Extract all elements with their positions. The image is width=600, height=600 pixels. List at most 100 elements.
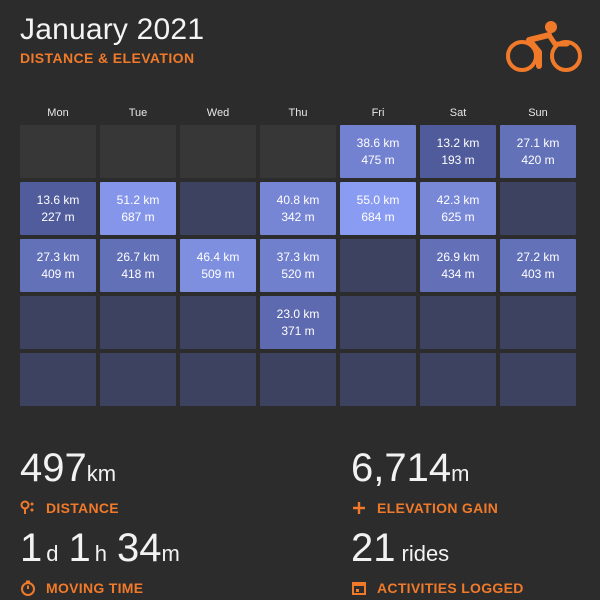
weekday-sun: Sun — [528, 107, 548, 119]
weekday-header: Mon Tue Wed Thu Fri Sat Sun — [20, 107, 580, 121]
elevation-stat: 6,714m ELEVATION GAIN — [351, 448, 498, 516]
ride-elevation: 371 m — [281, 323, 315, 338]
ride-distance: 27.1 km — [516, 135, 560, 150]
ride-distance: 46.4 km — [196, 249, 240, 264]
ride-elevation: 193 m — [441, 152, 475, 167]
calendar-cell-outside-month — [180, 125, 256, 178]
distance-label: DISTANCE — [46, 500, 119, 516]
calendar-cell-outside-month — [100, 125, 176, 178]
calendar-cell — [180, 353, 256, 406]
elevation-unit: m — [451, 461, 470, 486]
calendar-cell-ride: 27.3 km 409 m — [20, 239, 96, 292]
route-pin-icon — [20, 500, 34, 514]
calendar-cell-ride: 13.2 km 193 m — [420, 125, 496, 178]
calendar-cell-ride: 26.9 km 434 m — [420, 239, 496, 292]
ride-elevation: 684 m — [361, 209, 395, 224]
ride-elevation: 227 m — [41, 209, 75, 224]
calendar-cell — [100, 296, 176, 349]
ride-distance: 13.6 km — [36, 192, 80, 207]
ride-distance: 13.2 km — [436, 135, 480, 150]
weekday-thu: Thu — [288, 107, 308, 119]
calendar-cell-ride: 42.3 km 625 m — [420, 182, 496, 235]
activities-label: ACTIVITIES LOGGED — [377, 580, 524, 596]
activities-stat: 21 rides ACTIVITIES LOGGED — [351, 526, 523, 596]
calendar-cell — [500, 182, 576, 235]
calendar-cell — [180, 296, 256, 349]
ride-elevation: 342 m — [281, 209, 315, 224]
moving-time-days: 1 — [20, 526, 43, 570]
ride-elevation: 625 m — [441, 209, 475, 224]
ride-elevation: 475 m — [361, 152, 395, 167]
distance-number: 497 — [20, 446, 87, 490]
ride-distance: 55.0 km — [356, 192, 400, 207]
calendar-cell — [500, 296, 576, 349]
calendar-cell-outside-month — [260, 125, 336, 178]
calendar-cell — [340, 239, 416, 292]
moving-time-value: 1 d 1 h 34m — [20, 528, 180, 574]
calendar-cell-ride: 23.0 km 371 m — [260, 296, 336, 349]
stopwatch-icon — [21, 580, 35, 596]
calendar-cell — [100, 353, 176, 406]
distance-unit: km — [86, 461, 117, 486]
calendar-cell — [20, 353, 96, 406]
moving-time-days-unit: d — [46, 541, 59, 566]
ride-distance: 42.3 km — [436, 192, 480, 207]
ride-elevation: 434 m — [441, 266, 475, 281]
elevation-value: 6,714m — [351, 448, 469, 494]
moving-time-stat: 1 d 1 h 34m MOVING TIME — [20, 528, 180, 596]
calendar-grid: 38.6 km 475 m 13.2 km 193 m 27.1 km 420 m 13.6… — [20, 125, 580, 406]
weekday-fri: Fri — [371, 107, 385, 119]
moving-time-minutes: 34 — [117, 526, 162, 570]
plus-icon — [353, 502, 365, 514]
ride-distance: 27.2 km — [516, 249, 560, 264]
calendar-cell-ride: 27.2 km 403 m — [500, 239, 576, 292]
calendar-cell — [420, 296, 496, 349]
moving-time-label: MOVING TIME — [46, 580, 144, 596]
cyclist-icon — [506, 21, 582, 72]
calendar-cell-ride: 38.6 km 475 m — [340, 125, 416, 178]
calendar-cell — [500, 353, 576, 406]
distance-value: 497km — [20, 448, 116, 494]
elevation-label: ELEVATION GAIN — [377, 500, 499, 516]
elevation-number: 6,714 — [351, 446, 452, 490]
calendar-cell — [340, 353, 416, 406]
calendar-cell-outside-month — [20, 125, 96, 178]
weekday-wed: Wed — [206, 107, 230, 119]
ride-elevation: 403 m — [521, 266, 555, 281]
page-title: January 2021 — [20, 13, 205, 46]
ride-distance: 37.3 km — [276, 249, 320, 264]
ride-distance: 23.0 km — [276, 306, 320, 321]
activities-unit: rides — [401, 541, 450, 566]
calendar-cell-ride: 37.3 km 520 m — [260, 239, 336, 292]
weekday-sat: Sat — [449, 107, 467, 119]
ride-distance: 26.7 km — [116, 249, 160, 264]
ride-elevation: 420 m — [521, 152, 555, 167]
moving-time-minutes-unit: m — [161, 541, 180, 566]
ride-elevation: 520 m — [281, 266, 315, 281]
moving-time-hours: 1 — [68, 526, 91, 570]
calendar-cell-ride: 40.8 km 342 m — [260, 182, 336, 235]
calendar-cell — [20, 296, 96, 349]
ride-distance: 51.2 km — [116, 192, 160, 207]
calendar-cell-ride: 26.7 km 418 m — [100, 239, 176, 292]
ride-elevation: 418 m — [121, 266, 155, 281]
weekday-mon: Mon — [47, 107, 69, 119]
calendar-cell — [180, 182, 256, 235]
ride-elevation: 509 m — [201, 266, 235, 281]
activities-number: 21 — [351, 526, 396, 570]
calendar-icon — [352, 582, 366, 595]
ride-distance: 38.6 km — [356, 135, 400, 150]
calendar-cell-ride: 27.1 km 420 m — [500, 125, 576, 178]
ride-distance: 27.3 km — [36, 249, 80, 264]
ride-elevation: 687 m — [121, 209, 155, 224]
calendar-cell-ride: 13.6 km 227 m — [20, 182, 96, 235]
calendar-cell — [260, 353, 336, 406]
calendar-cell — [340, 296, 416, 349]
calendar-cell-ride: 51.2 km 687 m — [100, 182, 176, 235]
ride-elevation: 409 m — [41, 266, 75, 281]
ride-distance: 40.8 km — [276, 192, 320, 207]
weekday-tue: Tue — [128, 107, 148, 119]
page-subtitle: DISTANCE & ELEVATION — [20, 50, 195, 66]
distance-stat: 497km DISTANCE — [20, 448, 119, 516]
calendar-cell-ride: 46.4 km 509 m — [180, 239, 256, 292]
